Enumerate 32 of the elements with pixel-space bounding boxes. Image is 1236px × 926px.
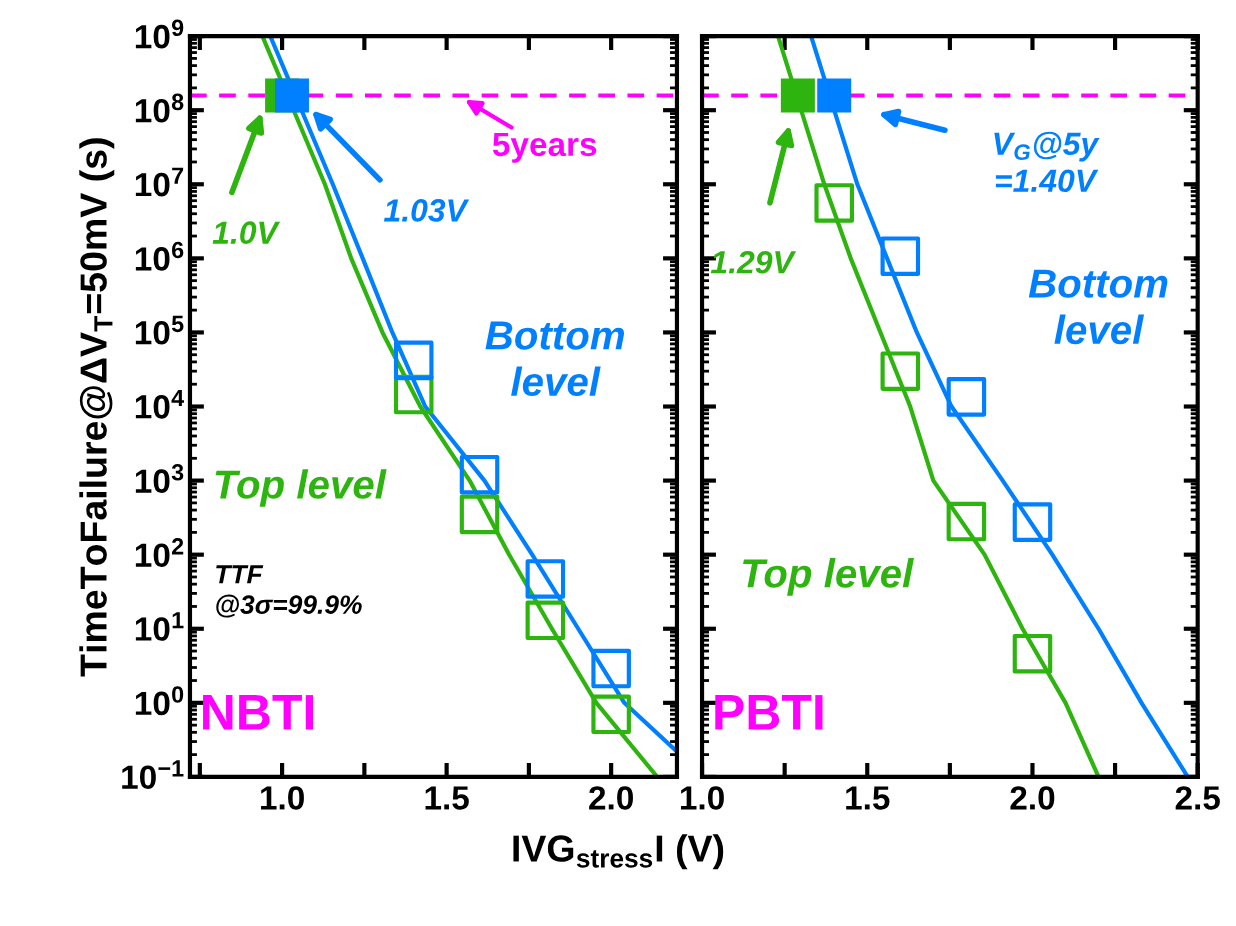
x-tick-label: 1.0 bbox=[680, 786, 724, 810]
annotation: TTF @3σ=99.9% bbox=[216, 565, 362, 618]
annotation: 1.29V bbox=[710, 250, 797, 274]
text: PBTI bbox=[715, 695, 823, 730]
x-tick-label: 1.0 bbox=[261, 786, 304, 810]
x-tick-label: 1.5 bbox=[846, 786, 890, 810]
y-tick-label: 10$^{7}$ bbox=[135, 167, 184, 197]
y-tick-label: 10$^{1}$ bbox=[135, 612, 184, 641]
y-tick-label: 10$^{2}$ bbox=[135, 538, 184, 568]
series-label: Bottom level bbox=[485, 321, 625, 397]
y-tick-label: 10$^{6}$ bbox=[135, 241, 184, 271]
text: NBTI bbox=[203, 695, 314, 730]
y-tick-label: 10$^{−1}$ bbox=[122, 760, 184, 790]
annotation: V$_{G}$@5y =1.40V bbox=[994, 131, 1100, 193]
x-tick-label: 2.5 bbox=[1175, 786, 1220, 810]
series-label: Top level bbox=[743, 558, 914, 596]
x-tick-label: 1.5 bbox=[425, 786, 469, 810]
y-tick-label: 10$^{9}$ bbox=[135, 19, 184, 49]
series-label: Top level bbox=[215, 469, 387, 507]
annotation: 1.03V bbox=[383, 199, 470, 222]
y-axis-title: TimeToFailure@ΔV$_{T}$=50mV (s) bbox=[79, 138, 115, 677]
ref-line-label: 5years bbox=[492, 132, 597, 163]
series-label: Bottom level bbox=[1028, 269, 1168, 345]
y-tick-label: 10$^{8}$ bbox=[135, 93, 184, 123]
y-tick-label: 10$^{5}$ bbox=[135, 315, 184, 345]
annotation: 1.0V bbox=[212, 221, 281, 244]
y-tick-label: 10$^{3}$ bbox=[135, 464, 184, 493]
y-tick-label: 10$^{0}$ bbox=[135, 686, 184, 716]
y-tick-label: 10$^{4}$ bbox=[135, 389, 185, 419]
x-tick-label: 2.0 bbox=[1010, 786, 1055, 810]
x-tick-label: 2.0 bbox=[589, 786, 633, 810]
x-axis-title: IVG$_{stress}$I (V) bbox=[513, 834, 724, 870]
